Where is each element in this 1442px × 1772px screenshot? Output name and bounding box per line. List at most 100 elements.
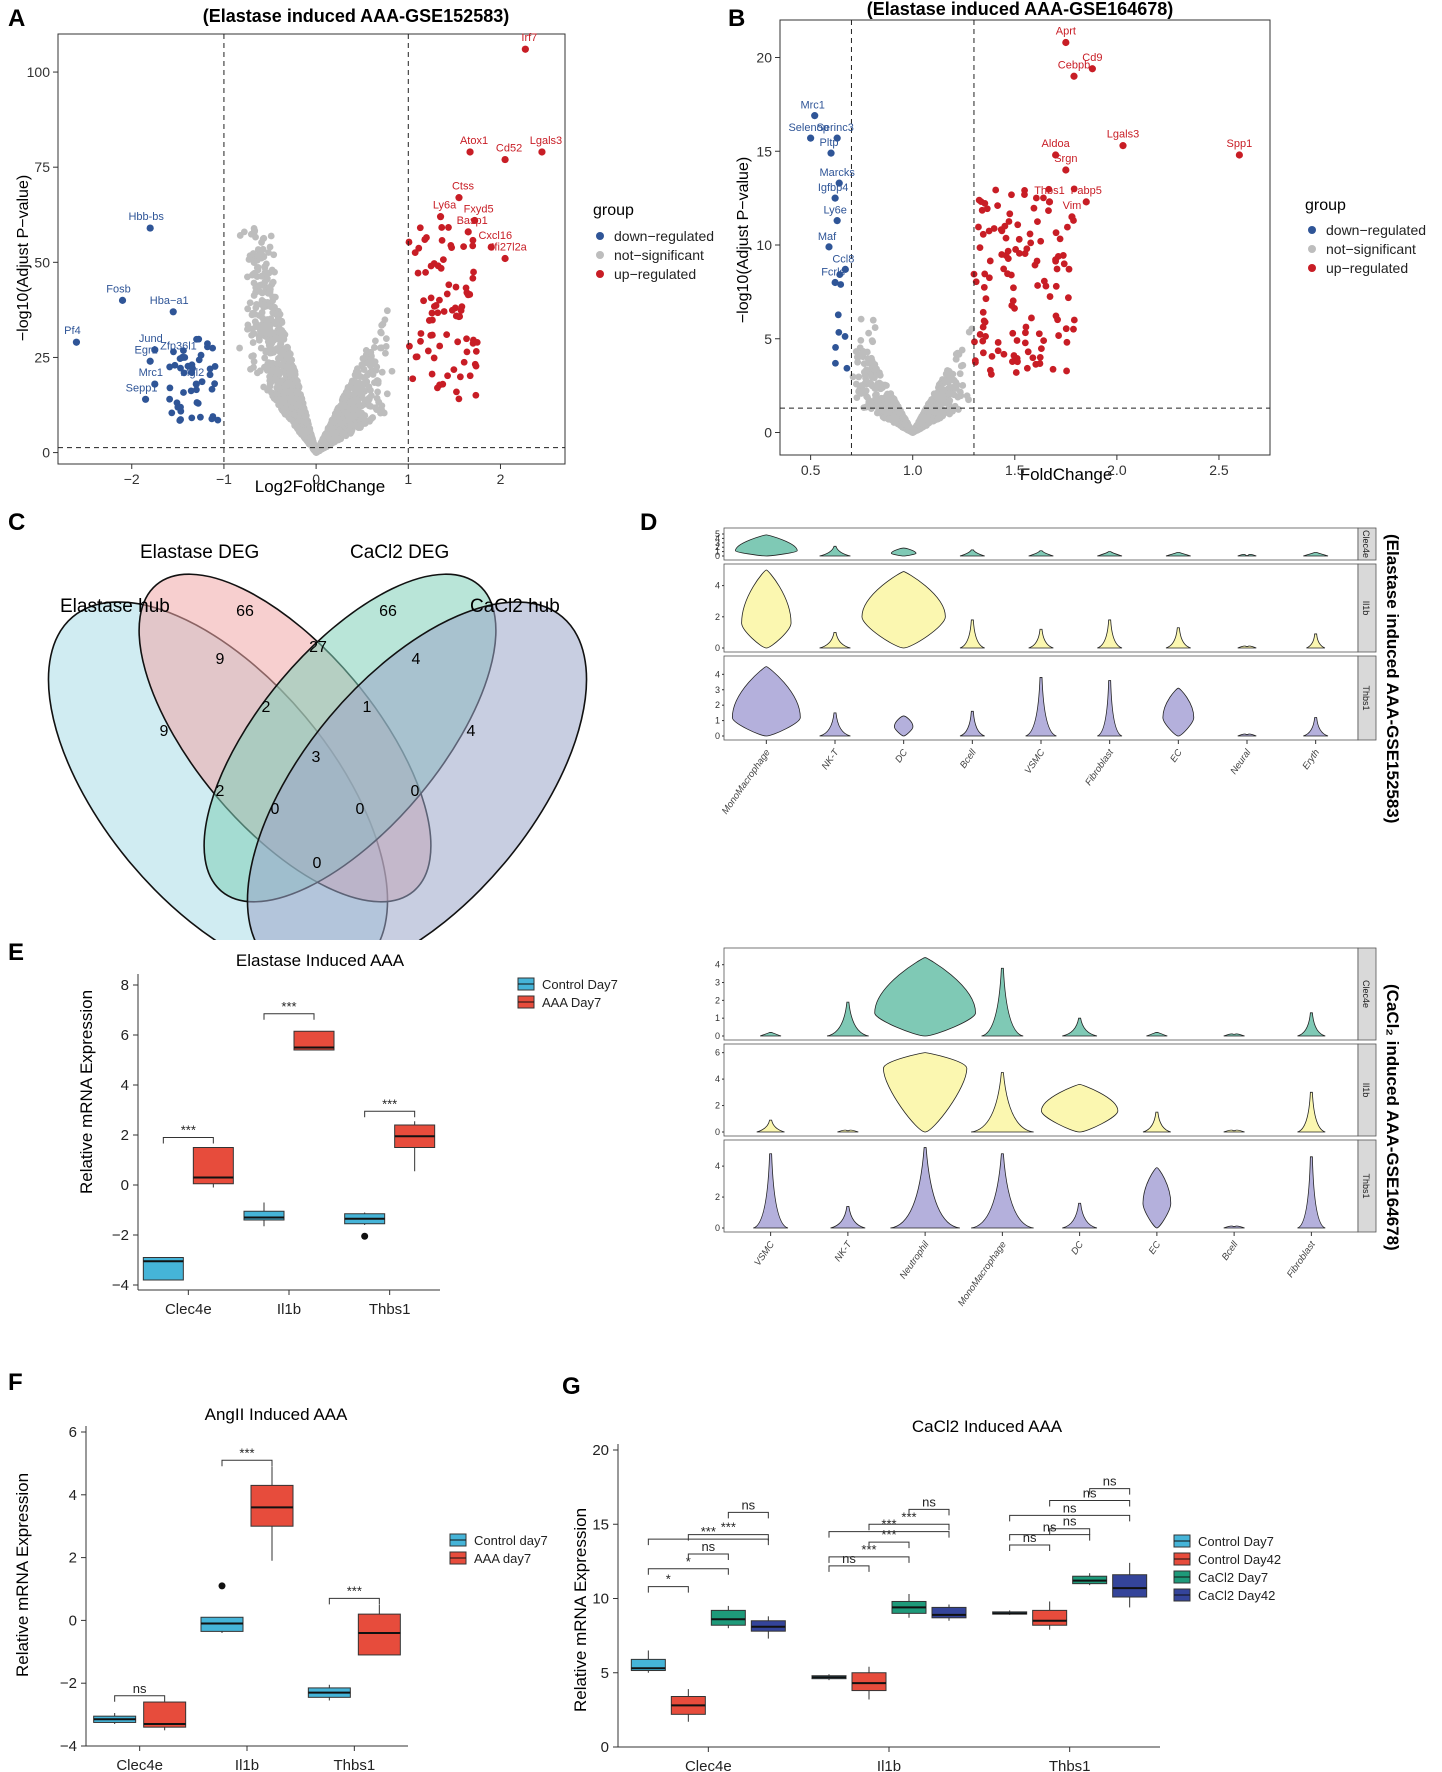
box [931, 1606, 967, 1619]
up-point [985, 274, 993, 282]
up-point [1023, 245, 1031, 253]
ns-point [383, 390, 391, 398]
ns-point [320, 437, 328, 445]
panel-a-xlabel: Log2FoldChange [255, 477, 385, 496]
venn-label-elastase-hub: Elastase hub [60, 596, 170, 617]
ns-point [251, 318, 259, 326]
ns-point [236, 232, 244, 239]
up-point [417, 330, 425, 337]
violin-shape [861, 571, 946, 649]
down-point [841, 333, 849, 340]
up-point [436, 342, 444, 350]
up-point [980, 283, 988, 291]
point-label: Lgals3 [1107, 129, 1139, 141]
up-point [462, 284, 470, 292]
ns-point [358, 383, 366, 390]
legend-label: Control day7 [474, 1533, 548, 1548]
down-point [177, 403, 184, 411]
labeled-point [827, 149, 835, 157]
violin-shape [819, 632, 851, 649]
up-point [1024, 348, 1032, 356]
ns-point [273, 310, 280, 318]
violin-y-tick: 0 [715, 643, 720, 653]
violin-shape [1028, 628, 1054, 649]
legend-key [596, 251, 604, 259]
violin-y-tick: 6 [715, 1048, 720, 1058]
up-point [409, 375, 417, 383]
x-tick-label: −2 [124, 471, 140, 487]
ns-point [266, 346, 274, 353]
x-tick-label: Thbs1 [1049, 1758, 1091, 1772]
boxplot-f: F AngII Induced AAA Relative mRNA Expres… [8, 1370, 548, 1772]
down-point [184, 362, 192, 370]
ns-point [292, 421, 300, 429]
violin-y-tick: 2 [715, 700, 720, 710]
up-point [422, 268, 429, 276]
ns-point [315, 443, 323, 451]
up-point [1034, 282, 1042, 289]
ns-point [924, 416, 932, 423]
legend-label: down−regulated [614, 228, 714, 244]
up-point [425, 317, 433, 324]
ns-point [279, 329, 287, 337]
up-point [1021, 339, 1029, 347]
significance-label: *** [721, 1520, 736, 1535]
violin-y-tick: 4 [715, 533, 720, 543]
panel-g-ylabel: Relative mRNA Expression [571, 1508, 590, 1712]
labeled-point [146, 357, 154, 365]
significance-bracket [868, 1523, 950, 1531]
up-point [466, 372, 474, 380]
up-point [979, 308, 987, 316]
labeled-point [833, 134, 841, 142]
ns-point [378, 368, 386, 376]
significance-label: ns [842, 1551, 856, 1566]
up-point [1046, 293, 1054, 300]
y-tick-label: 6 [121, 1027, 129, 1044]
down-point [197, 413, 204, 421]
up-point [983, 205, 991, 213]
up-point [444, 372, 451, 380]
ns-point [343, 389, 351, 397]
ns-point [250, 279, 258, 287]
violin-shape [731, 666, 801, 737]
point-label: Aldoa [1042, 138, 1071, 150]
down-point [835, 328, 843, 336]
up-point [985, 227, 993, 235]
up-point [469, 242, 477, 250]
x-tick-label: 2 [497, 471, 505, 487]
up-point [455, 313, 463, 321]
ns-point [243, 273, 251, 281]
venn-ellipse-cacl2-hub [246, 601, 588, 940]
violin-shape [959, 710, 985, 737]
significance-bracket [687, 1534, 769, 1541]
point-label: Hba−a1 [150, 295, 189, 307]
ns-point [352, 385, 359, 392]
up-point [976, 331, 984, 338]
legend-key [1308, 264, 1316, 272]
significance-bracket [647, 1568, 729, 1575]
ns-point [852, 380, 860, 388]
violin-plot-d-area: Clec4e012345Il1b024Thbs101234MonoMacroph… [715, 527, 1377, 816]
up-point [1012, 369, 1020, 376]
strip-background [1357, 947, 1377, 1041]
ns-point [266, 285, 274, 293]
ns-point [927, 398, 935, 406]
up-point [1000, 350, 1008, 358]
ns-point [865, 379, 873, 387]
violin-plot-d2-area: Clec4e 0 1 2 3 4 Il1b 0 2 4 6 Thbs1 0 2 4 VSMC NK-T Neutr… [715, 947, 1377, 1308]
labeled-point [1045, 198, 1054, 206]
ns-point [369, 371, 377, 378]
violin-shape [819, 712, 851, 737]
up-point [1014, 358, 1021, 366]
down-point [193, 399, 201, 406]
y-tick-label: −2 [60, 1675, 77, 1692]
y-tick-label: 15 [756, 143, 772, 159]
panel-a-legend: down−regulated not−significant up−regulate… [596, 228, 714, 282]
violin-shape [981, 967, 1024, 1037]
up-point [994, 339, 1002, 346]
up-point [445, 281, 453, 289]
up-point [1028, 314, 1035, 322]
violin-plot-d: D Clec4e012345Il1b024Thbs101234MonoMacro… [640, 509, 1402, 823]
box [710, 1609, 746, 1626]
